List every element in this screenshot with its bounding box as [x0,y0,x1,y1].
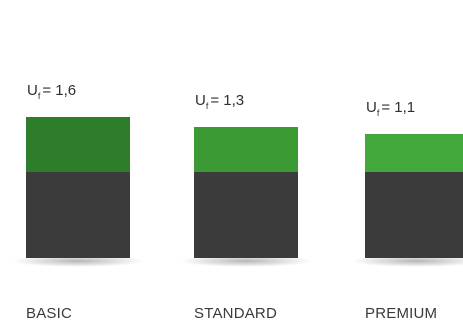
value-label-standard: Uf = 1,3 [195,92,244,111]
category-label-standard: STANDARD [194,305,277,322]
labels-group: Uf = 1,6 BASIC Uf = 1,3 STANDARD Uf = 1,1 PREMIU… [26,82,437,322]
bar-base-basic [26,172,130,258]
bar-base-standard [194,172,298,258]
value-label-basic: Uf = 1,6 [27,82,76,101]
bar-shadow-premium [351,255,463,267]
category-label-basic: BASIC [26,305,72,322]
category-label-premium: PREMIUM [365,305,437,322]
bar-premium [365,134,463,172]
bar-base-premium [365,172,463,258]
value-label-premium: Uf = 1,1 [366,99,415,118]
bar-basic [26,117,130,172]
bars-group [12,117,463,267]
bar-standard [194,127,298,172]
